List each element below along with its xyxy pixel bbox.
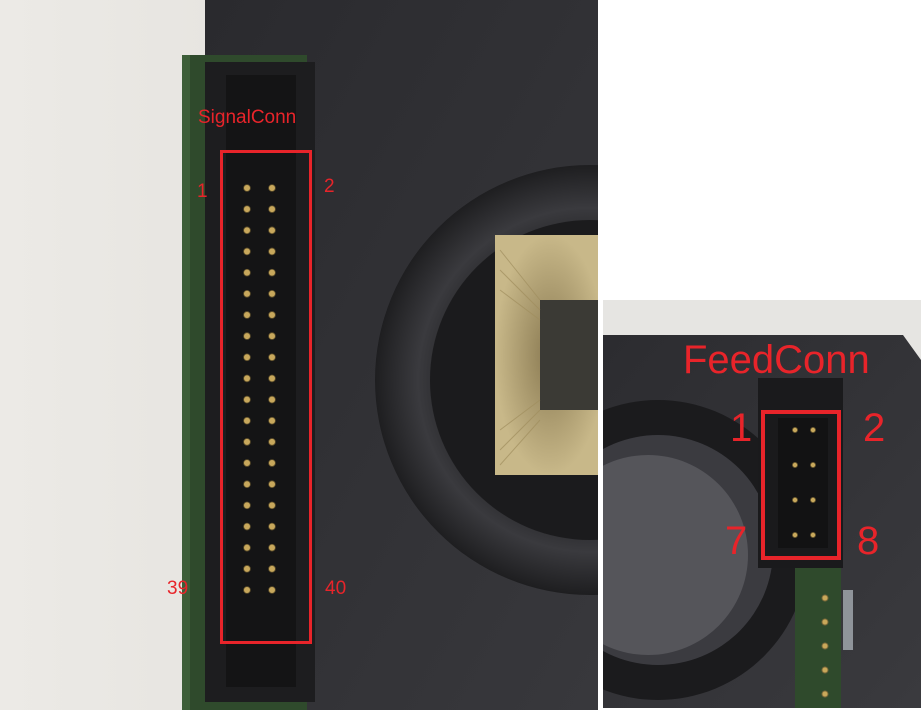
signal-pin-23 [243,416,251,425]
feed-connector-photo: FeedConn 1 2 7 8 [603,300,921,708]
signal-pin-32 [268,501,276,510]
signal-pin-40 [268,586,276,594]
feed-connector-highlight-box [761,410,841,560]
signal-pin-40-label: 40 [325,578,347,599]
signal-pin-7 [243,247,251,256]
signal-pin-37 [243,565,251,573]
feed-pin-4 [809,461,816,468]
signal-pin-21 [243,395,251,404]
signal-pin-16 [268,332,276,340]
signal-pin-17 [243,353,251,362]
signal-connector-label: SignalConn [198,107,297,128]
signal-pin-35 [243,543,251,552]
signal-pin-33 [243,522,251,531]
feed-pin-1-label: 1 [730,406,753,450]
signal-pin-28 [268,459,276,467]
signal-pin-1-label: 1 [197,181,208,202]
feed-pin-7-label: 7 [725,519,748,563]
feed-connector-pins [791,427,816,538]
feed-pin-8 [809,531,816,538]
feed-connector-label: FeedConn [683,338,870,382]
signal-pin-5 [243,226,251,235]
signal-pin-11 [243,289,251,298]
signal-pin-12 [268,289,276,298]
signal-pin-8 [268,247,276,256]
signal-pin-14 [268,311,276,319]
signal-pin-20 [268,374,276,383]
signal-pin-3 [243,205,251,213]
feed-pin-2-label: 2 [863,406,886,450]
signal-pin-6 [268,226,276,235]
signal-pin-1 [243,184,251,192]
feed-pin-1 [791,427,798,434]
signal-pin-27 [243,459,251,467]
feed-pcb-strip [795,560,841,708]
signal-pin-2 [268,184,276,192]
signal-pin-10 [268,268,276,277]
signal-connector-highlight-box [220,150,312,644]
signal-pin-9 [243,268,251,277]
signal-pin-24 [268,416,276,425]
feed-pin-3 [791,461,798,468]
signal-pin-26 [268,438,276,446]
signal-connector-photo: SignalConn 1 2 39 40 [0,0,598,710]
signal-pin-38 [268,565,276,573]
signal-pin-31 [243,501,251,510]
signal-pin-30 [268,480,276,489]
feed-pin-7 [791,531,798,538]
feed-pin-5 [791,496,798,503]
signal-photo-art [0,0,598,710]
signal-pin-15 [243,332,251,340]
signal-pin-29 [243,480,251,489]
signal-pin-22 [268,395,276,404]
signal-pin-4 [268,205,276,213]
signal-pin-34 [268,522,276,531]
signal-pin-18 [268,353,276,362]
feed-pin-8-label: 8 [857,519,880,563]
signal-pin-19 [243,374,251,383]
signal-pin-39 [243,586,251,594]
signal-pin-2-label: 2 [324,176,335,197]
signal-connector-pins [243,184,276,594]
signal-pin-36 [268,543,276,552]
feed-pin-6 [809,496,816,503]
signal-pin-13 [243,311,251,319]
signal-pin-25 [243,438,251,446]
feed-pin-2 [809,427,816,434]
signal-pin-39-label: 39 [167,578,189,599]
